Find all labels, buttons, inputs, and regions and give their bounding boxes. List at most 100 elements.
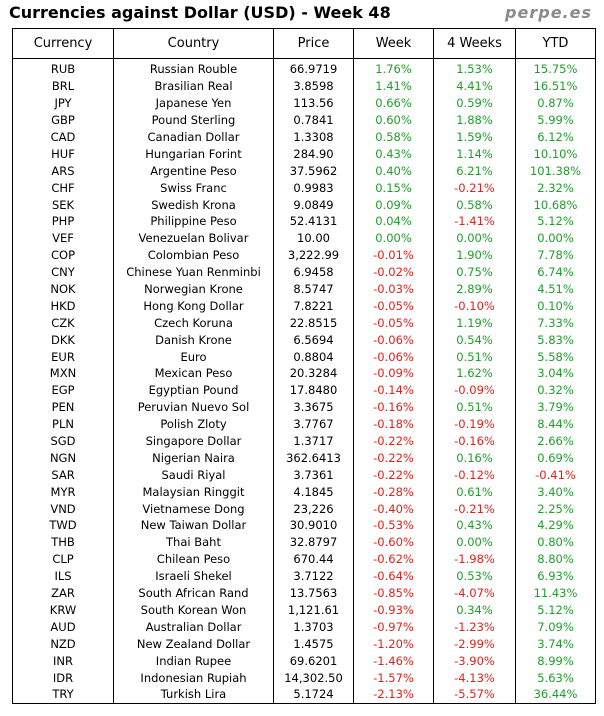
- currency-table: Currency Country Price Week 4 Weeks YTD …: [12, 28, 596, 704]
- four-weeks-change-cell: 0.00%: [433, 533, 516, 551]
- table-header: Currency Country Price Week 4 Weeks YTD: [12, 28, 596, 59]
- four-weeks-change-cell: 0.51%: [433, 348, 516, 366]
- table-row: KRW South Korean Won 1,121.61 -0.93% 0.34% 5.…: [12, 601, 596, 619]
- ytd-change-cell: 4.29%: [515, 517, 596, 534]
- currency-code-cell: SAR: [12, 466, 114, 484]
- table-row: NOK Norwegian Krone 8.5747 -0.03% 2.89% 4.51%: [12, 280, 596, 298]
- four-weeks-change-cell: 2.89%: [433, 280, 516, 298]
- country-cell: Thai Baht: [113, 533, 274, 551]
- table-row: ZAR South African Rand 13.7563 -0.85% -4.07%…: [12, 584, 596, 602]
- ytd-change-cell: 5.12%: [515, 213, 596, 230]
- currency-code-cell: BRL: [12, 77, 114, 95]
- price-cell: 52.4131: [273, 213, 354, 230]
- country-cell: Philippine Peso: [113, 213, 274, 230]
- four-weeks-change-cell: 0.51%: [433, 398, 516, 416]
- week-change-cell: 0.40%: [353, 162, 434, 180]
- four-weeks-change-cell: -1.41%: [433, 213, 516, 230]
- week-change-cell: -0.60%: [353, 533, 434, 551]
- ytd-change-cell: 5.12%: [515, 601, 596, 619]
- country-cell: Argentine Peso: [113, 162, 274, 180]
- table-row: VEF Venezuelan Bolivar 10.00 0.00% 0.00% 0.00…: [12, 229, 596, 247]
- price-cell: 0.7841: [273, 111, 354, 129]
- country-cell: Saudi Riyal: [113, 466, 274, 484]
- four-weeks-change-cell: 1.53%: [433, 58, 516, 78]
- four-weeks-change-cell: 0.53%: [433, 567, 516, 585]
- country-cell: Vietnamese Dong: [113, 500, 274, 518]
- four-weeks-change-cell: -4.13%: [433, 669, 516, 686]
- country-cell: Peruvian Nuevo Sol: [113, 398, 274, 416]
- week-change-cell: -0.03%: [353, 280, 434, 298]
- table-row: EUR Euro 0.8804 -0.06% 0.51% 5.58%: [12, 348, 596, 366]
- ytd-change-cell: 101.38%: [515, 162, 596, 180]
- currency-code-cell: PLN: [12, 415, 114, 433]
- currency-code-cell: SGD: [12, 432, 114, 450]
- table-row: MYR Malaysian Ringgit 4.1845 -0.28% 0.61% 3.4…: [12, 483, 596, 501]
- ytd-change-cell: 5.58%: [515, 348, 596, 366]
- ytd-change-cell: 2.25%: [515, 500, 596, 518]
- brand-logo-text: perpe.es: [505, 3, 592, 22]
- table-row: PEN Peruvian Nuevo Sol 3.3675 -0.16% 0.51% 3.…: [12, 398, 596, 416]
- four-weeks-change-cell: -0.21%: [433, 179, 516, 197]
- week-change-cell: -0.93%: [353, 601, 434, 619]
- four-weeks-change-cell: -1.23%: [433, 618, 516, 636]
- country-cell: Danish Krone: [113, 331, 274, 349]
- country-cell: South African Rand: [113, 584, 274, 602]
- week-change-cell: -0.05%: [353, 314, 434, 332]
- four-weeks-change-cell: -2.99%: [433, 635, 516, 653]
- currency-code-cell: PEN: [12, 398, 114, 416]
- country-cell: Canadian Dollar: [113, 128, 274, 146]
- currency-code-cell: HUF: [12, 145, 114, 163]
- price-cell: 69.6201: [273, 652, 354, 670]
- currency-code-cell: NZD: [12, 635, 114, 653]
- four-weeks-change-cell: 1.88%: [433, 111, 516, 129]
- ytd-change-cell: 3.40%: [515, 483, 596, 501]
- four-weeks-change-cell: -0.09%: [433, 381, 516, 399]
- week-change-cell: 0.09%: [353, 196, 434, 214]
- four-weeks-change-cell: 6.21%: [433, 162, 516, 180]
- four-weeks-change-cell: -3.90%: [433, 652, 516, 670]
- country-cell: Israeli Shekel: [113, 567, 274, 585]
- price-cell: 113.56: [273, 94, 354, 112]
- ytd-change-cell: 6.74%: [515, 263, 596, 281]
- country-cell: Chilean Peso: [113, 550, 274, 568]
- week-change-cell: -0.64%: [353, 567, 434, 585]
- price-cell: 37.5962: [273, 162, 354, 180]
- currency-code-cell: THB: [12, 533, 114, 551]
- country-cell: Euro: [113, 348, 274, 366]
- price-cell: 20.3284: [273, 365, 354, 382]
- week-change-cell: 0.60%: [353, 111, 434, 129]
- ytd-change-cell: 3.79%: [515, 398, 596, 416]
- week-change-cell: 0.04%: [353, 213, 434, 230]
- page-title: Currencies against Dollar (USD) - Week 4…: [9, 3, 391, 22]
- week-change-cell: -0.16%: [353, 398, 434, 416]
- table-row: DKK Danish Krone 6.5694 -0.06% 0.54% 5.83%: [12, 331, 596, 349]
- country-cell: Hong Kong Dollar: [113, 297, 274, 315]
- price-cell: 3.3675: [273, 398, 354, 416]
- table-row: BRL Brasilian Real 3.8598 1.41% 4.41% 16.51%: [12, 77, 596, 95]
- week-change-cell: 1.76%: [353, 58, 434, 78]
- currency-code-cell: RUB: [12, 58, 114, 78]
- price-cell: 670.44: [273, 550, 354, 568]
- country-cell: Brasilian Real: [113, 77, 274, 95]
- table-row: PLN Polish Zloty 3.7767 -0.18% -0.19% 8.44%: [12, 415, 596, 433]
- price-cell: 66.9719: [273, 58, 354, 78]
- price-cell: 3.7767: [273, 415, 354, 433]
- four-weeks-change-cell: -0.21%: [433, 500, 516, 518]
- four-weeks-change-cell: -0.10%: [433, 297, 516, 315]
- ytd-change-cell: 5.83%: [515, 331, 596, 349]
- week-change-cell: 0.00%: [353, 229, 434, 247]
- price-cell: 17.8480: [273, 381, 354, 399]
- price-cell: 1.4575: [273, 635, 354, 653]
- currency-code-cell: EUR: [12, 348, 114, 366]
- table-row: CHF Swiss Franc 0.9983 0.15% -0.21% 2.32%: [12, 179, 596, 197]
- table-body: RUB Russian Rouble 66.9719 1.76% 1.53% 15.75%…: [12, 58, 596, 704]
- ytd-change-cell: 36.44%: [515, 685, 596, 704]
- ytd-change-cell: 11.43%: [515, 584, 596, 602]
- table-row: JPY Japanese Yen 113.56 0.66% 0.59% 0.87%: [12, 94, 596, 112]
- week-change-cell: -0.22%: [353, 432, 434, 450]
- four-weeks-change-cell: 0.16%: [433, 449, 516, 467]
- four-weeks-change-cell: 1.19%: [433, 314, 516, 332]
- table-row: MXN Mexican Peso 20.3284 -0.09% 1.62% 3.04%: [12, 365, 596, 382]
- four-weeks-change-cell: 1.90%: [433, 246, 516, 264]
- ytd-change-cell: 3.74%: [515, 635, 596, 653]
